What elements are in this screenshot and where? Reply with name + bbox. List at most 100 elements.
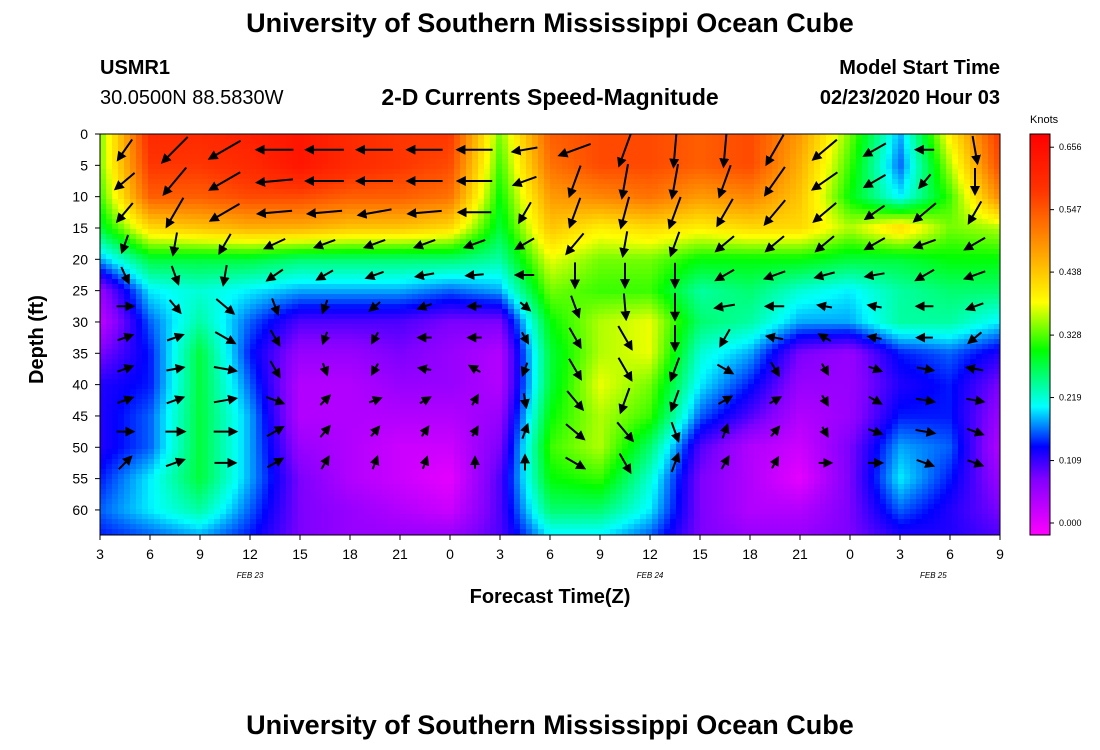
heatmap-cell: [478, 274, 485, 280]
heatmap-cell: [802, 209, 809, 215]
heatmap-cell: [820, 189, 827, 195]
heatmap-cell: [838, 204, 845, 210]
heatmap-cell: [766, 289, 773, 295]
heatmap-cell: [910, 179, 917, 185]
heatmap-cell: [160, 214, 167, 220]
heatmap-cell: [364, 199, 371, 205]
heatmap-cell: [232, 179, 239, 185]
heatmap-cell: [940, 294, 947, 300]
heatmap-cell: [382, 134, 389, 140]
heatmap-cell: [856, 164, 863, 170]
heatmap-cell: [742, 229, 749, 235]
heatmap-cell: [538, 179, 545, 185]
heatmap-cell: [850, 139, 857, 145]
heatmap-cell: [670, 134, 677, 140]
heatmap-cell: [616, 139, 623, 145]
heatmap-cell: [460, 139, 467, 145]
heatmap-cell: [760, 234, 767, 240]
heatmap-cell: [238, 219, 245, 225]
heatmap-cell: [370, 254, 377, 260]
heatmap-cell: [220, 144, 227, 150]
heatmap-cell: [856, 144, 863, 150]
heatmap-cell: [592, 249, 599, 255]
heatmap-cell: [748, 194, 755, 200]
heatmap-cell: [130, 264, 137, 270]
heatmap-cell: [328, 279, 335, 285]
heatmap-cell: [298, 209, 305, 215]
heatmap-cell: [334, 134, 341, 140]
heatmap-cell: [610, 219, 617, 225]
heatmap-cell: [940, 144, 947, 150]
heatmap-cell: [676, 209, 683, 215]
heatmap-cell: [250, 234, 257, 240]
heatmap-cell: [328, 139, 335, 145]
heatmap-cell: [280, 139, 287, 145]
heatmap-cell: [454, 289, 461, 295]
heatmap-cell: [736, 164, 743, 170]
heatmap-cell: [100, 154, 107, 160]
heatmap-cell: [586, 239, 593, 245]
heatmap-cell: [964, 254, 971, 260]
heatmap-cell: [724, 294, 731, 300]
heatmap-cell: [232, 159, 239, 165]
heatmap-cell: [916, 224, 923, 230]
heatmap-cell: [784, 244, 791, 250]
heatmap-cell: [910, 159, 917, 165]
heatmap-cell: [484, 134, 491, 140]
heatmap-cell: [766, 144, 773, 150]
heatmap-cell: [742, 259, 749, 265]
heatmap-cell: [916, 199, 923, 205]
heatmap-cell: [628, 164, 635, 170]
heatmap-cell: [778, 264, 785, 270]
heatmap-cell: [718, 169, 725, 175]
heatmap-cell: [526, 274, 533, 280]
heatmap-cell: [802, 234, 809, 240]
heatmap-cell: [208, 134, 215, 140]
heatmap-cell: [988, 179, 995, 185]
heatmap-cell: [610, 204, 617, 210]
heatmap-cell: [142, 239, 149, 245]
heatmap-cell: [100, 209, 107, 215]
heatmap-cell: [778, 214, 785, 220]
heatmap-cell: [784, 274, 791, 280]
heatmap-cell: [220, 189, 227, 195]
heatmap-cell: [538, 204, 545, 210]
heatmap-cell: [538, 144, 545, 150]
heatmap-cell: [592, 269, 599, 275]
heatmap-cell: [982, 294, 989, 300]
heatmap-cell: [538, 189, 545, 195]
heatmap-cell: [778, 229, 785, 235]
heatmap-cell: [334, 244, 341, 250]
heatmap-cell: [622, 224, 629, 230]
heatmap-cell: [982, 249, 989, 255]
heatmap-cell: [808, 244, 815, 250]
heatmap-cell: [214, 259, 221, 265]
heatmap-cell: [370, 224, 377, 230]
heatmap-cell: [652, 144, 659, 150]
heatmap-cell: [760, 154, 767, 160]
heatmap-cell: [910, 229, 917, 235]
heatmap-cell: [502, 284, 509, 290]
heatmap-cell: [640, 209, 647, 215]
heatmap-cell: [184, 279, 191, 285]
heatmap-cell: [880, 289, 887, 295]
heatmap-cell: [526, 294, 533, 300]
heatmap-cell: [538, 209, 545, 215]
heatmap-cell: [544, 214, 551, 220]
heatmap-cell: [508, 194, 515, 200]
heatmap-cell: [316, 159, 323, 165]
heatmap-cell: [298, 149, 305, 155]
heatmap-cell: [100, 194, 107, 200]
heatmap-cell: [664, 239, 671, 245]
heatmap-cell: [886, 194, 893, 200]
heatmap-cell: [808, 219, 815, 225]
heatmap-cell: [136, 174, 143, 180]
heatmap-cell: [322, 164, 329, 170]
heatmap-cell: [592, 164, 599, 170]
heatmap-cell: [130, 209, 137, 215]
heatmap-cell: [604, 269, 611, 275]
heatmap-cell: [154, 269, 161, 275]
heatmap-cell: [328, 134, 335, 140]
heatmap-cell: [514, 164, 521, 170]
heatmap-cell: [886, 204, 893, 210]
